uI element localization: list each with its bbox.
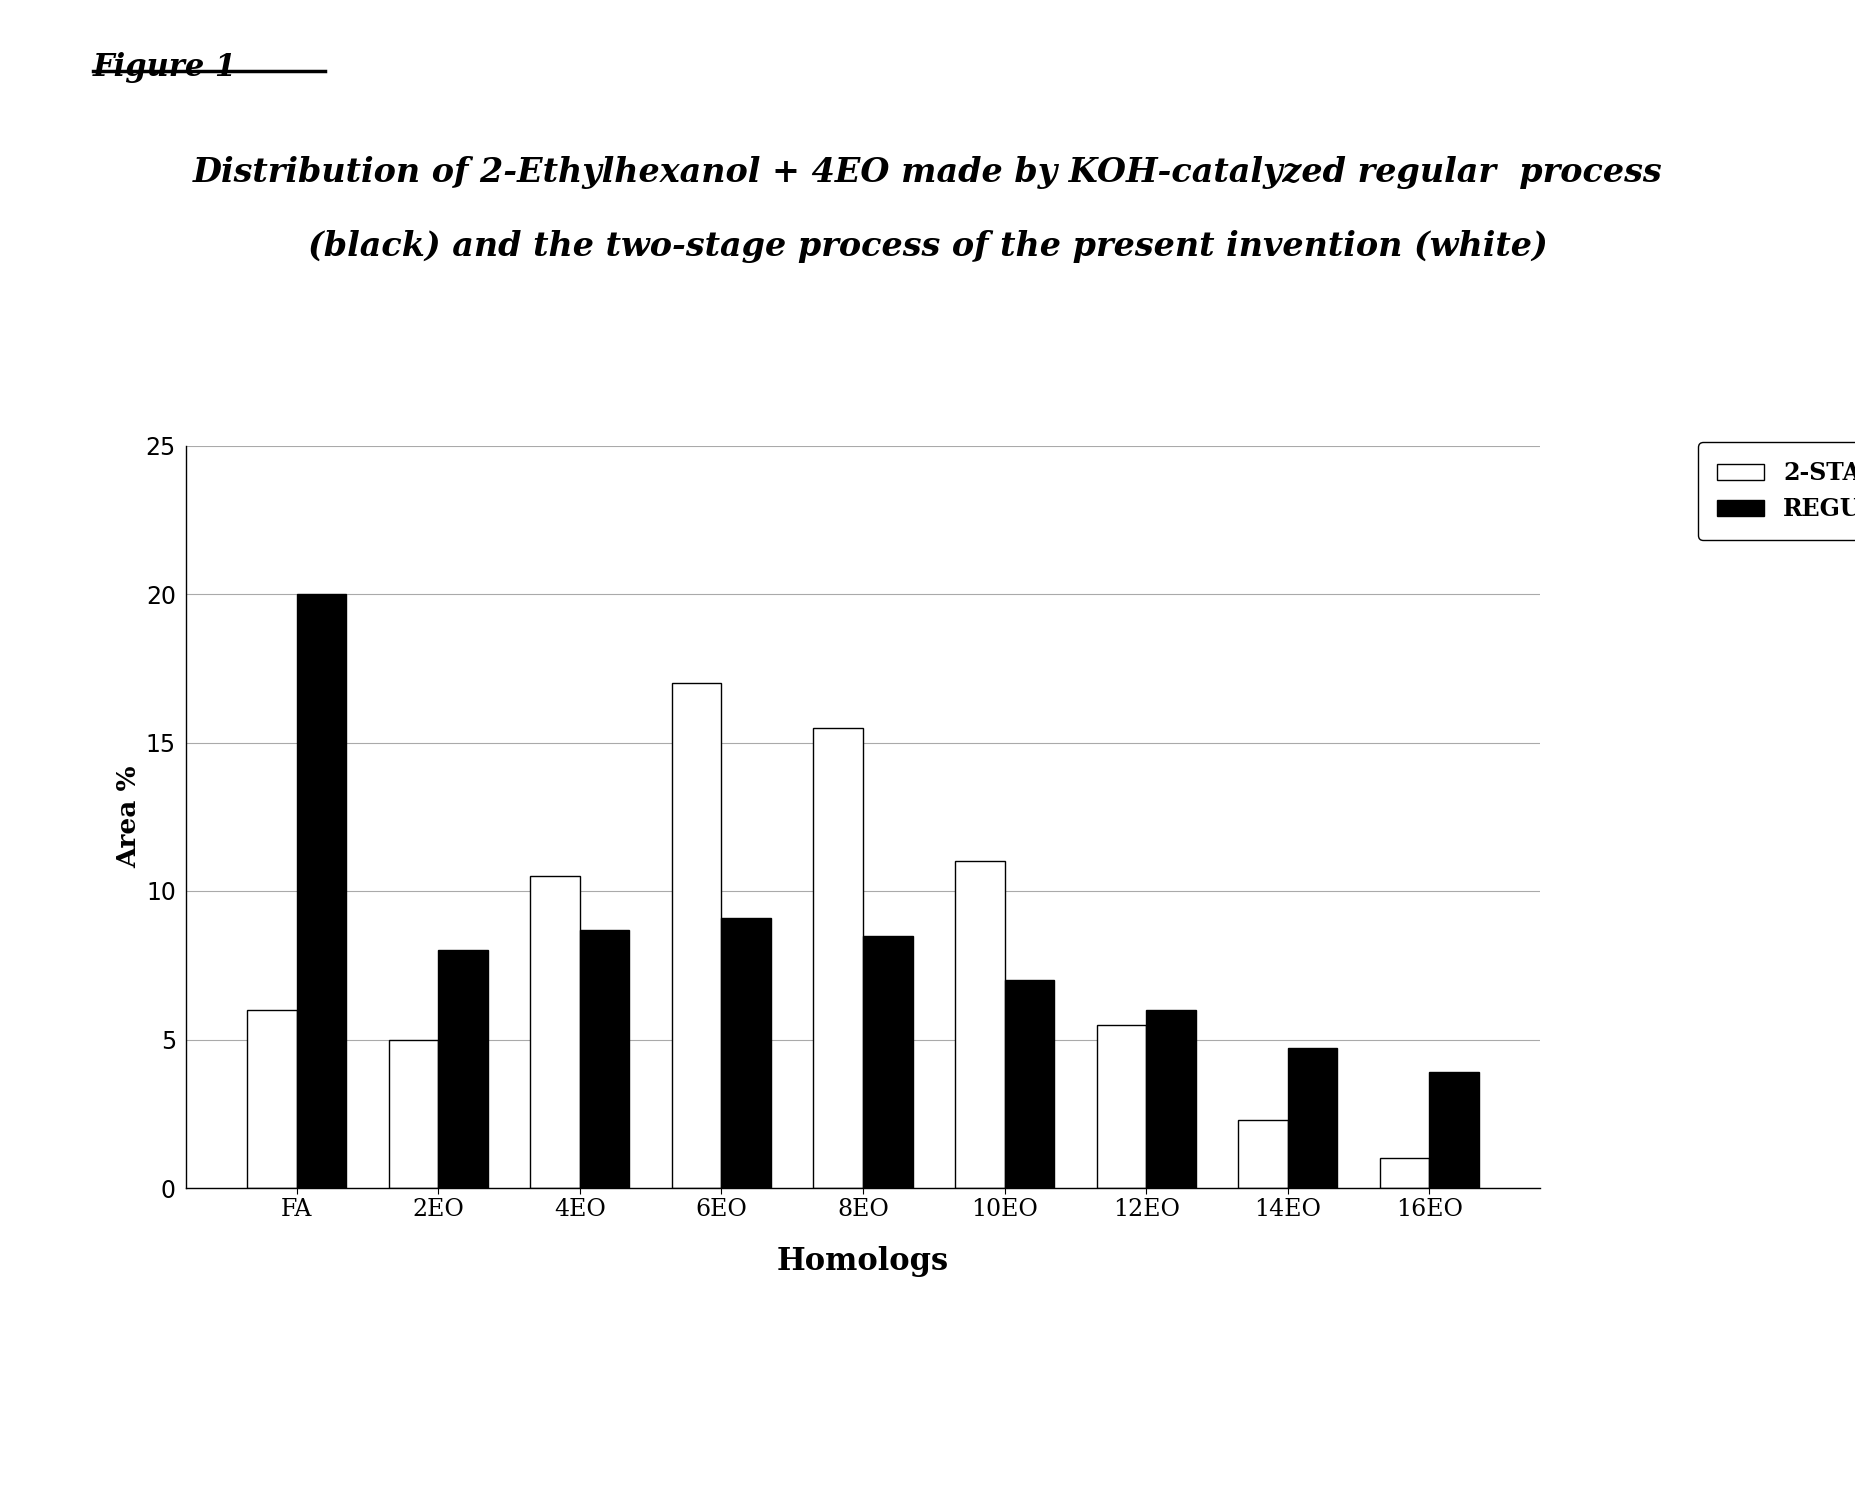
Y-axis label: Area %: Area % [117,765,141,869]
Bar [1237,1120,1287,1188]
Bar [1287,1048,1337,1188]
Bar [438,950,488,1188]
Bar [297,594,347,1188]
Bar [1004,980,1054,1188]
Bar [1428,1072,1478,1188]
Bar [1146,1010,1195,1188]
Text: Distribution of 2-Ethylhexanol + 4EO made by KOH-catalyzed regular  process: Distribution of 2-Ethylhexanol + 4EO mad… [193,156,1662,189]
Bar [531,876,579,1188]
Bar [955,861,1004,1188]
Bar [812,728,863,1188]
Bar [722,918,770,1188]
Text: (black) and the two-stage process of the present invention (white): (black) and the two-stage process of the… [308,230,1547,263]
X-axis label: Homologs: Homologs [777,1246,948,1277]
Legend: 2-STAGE, REGULAR: 2-STAGE, REGULAR [1697,443,1855,541]
Bar [388,1040,438,1188]
Bar [672,683,722,1188]
Bar [1096,1025,1146,1188]
Bar [863,936,913,1188]
Bar [579,930,629,1188]
Bar [247,1010,297,1188]
Text: Figure 1: Figure 1 [93,52,237,83]
Bar [1378,1158,1428,1188]
